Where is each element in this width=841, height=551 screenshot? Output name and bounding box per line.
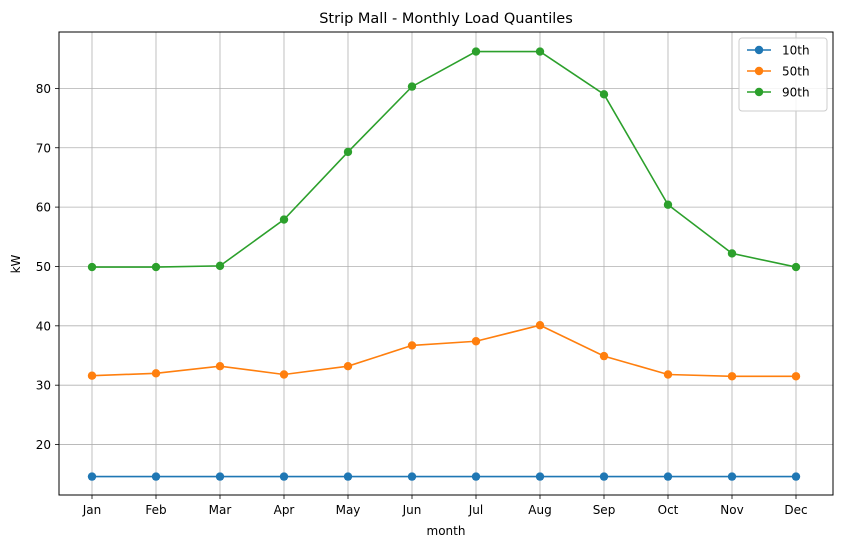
x-tick-label: Sep <box>593 503 616 517</box>
x-tick-label: May <box>336 503 361 517</box>
data-point-90th <box>151 262 161 272</box>
data-point-50th <box>791 372 801 381</box>
x-tick-label: Jun <box>402 503 422 517</box>
data-point-90th <box>215 261 225 271</box>
legend: 10th 50th 90th <box>738 37 828 112</box>
data-point-50th <box>87 371 97 380</box>
data-point-90th <box>535 47 545 56</box>
data-point-90th <box>791 262 801 272</box>
legend-label: 90th <box>782 86 810 100</box>
data-point-90th <box>471 47 481 56</box>
data-point-10th <box>791 472 801 481</box>
y-tick-label: 60 <box>36 201 51 215</box>
data-point-10th <box>407 472 417 481</box>
data-point-90th <box>599 90 609 99</box>
series-layer <box>87 47 801 481</box>
grid-layer <box>59 32 833 495</box>
data-point-10th <box>279 472 289 481</box>
chart-title: Strip Mall - Monthly Load Quantiles <box>319 11 573 27</box>
data-point-90th <box>343 147 353 157</box>
data-point-10th <box>535 472 545 481</box>
data-point-50th <box>535 321 545 330</box>
x-tick-label: Oct <box>658 503 679 517</box>
series-line-50th <box>91 324 796 378</box>
y-axis-label: kW <box>9 254 23 273</box>
data-point-10th <box>663 472 673 481</box>
data-point-50th <box>471 337 481 346</box>
data-point-90th <box>407 82 417 91</box>
y-tick-label: 70 <box>36 141 51 155</box>
ticks-layer: Jan Feb Mar Apr May Jun Jul Aug Sep Oct Nov Dec 20 30… <box>36 82 808 517</box>
y-tick-label: 30 <box>36 379 51 393</box>
x-axis-label: month <box>427 524 466 538</box>
x-tick-label: Jul <box>468 503 483 517</box>
data-point-90th <box>87 262 97 272</box>
data-point-10th <box>471 472 481 481</box>
legend-marker <box>754 87 764 97</box>
y-tick-label: 50 <box>36 260 51 274</box>
x-tick-label: Dec <box>784 503 807 517</box>
data-point-10th <box>151 472 161 481</box>
x-tick-label: Apr <box>274 503 295 517</box>
data-point-50th <box>151 369 161 378</box>
y-tick-label: 40 <box>36 319 51 333</box>
x-tick-label: Feb <box>145 503 166 517</box>
x-tick-label: Jan <box>82 503 102 517</box>
data-point-10th <box>727 472 737 481</box>
data-point-50th <box>599 351 609 361</box>
plot-frame <box>58 31 834 496</box>
data-point-50th <box>727 372 737 381</box>
data-point-90th <box>279 215 289 224</box>
y-tick-label: 80 <box>36 82 51 96</box>
series-line-90th <box>92 50 797 268</box>
data-point-50th <box>343 361 353 371</box>
data-point-50th <box>663 370 673 379</box>
data-point-10th <box>87 472 97 481</box>
data-point-50th <box>279 370 289 379</box>
x-tick-label: Nov <box>720 503 743 517</box>
data-point-10th <box>599 472 609 481</box>
x-tick-label: Mar <box>209 503 232 517</box>
data-point-10th <box>343 472 353 481</box>
data-point-10th <box>215 472 225 481</box>
data-point-50th <box>407 341 417 350</box>
legend-label: 50th <box>782 65 810 79</box>
data-point-50th <box>215 361 225 371</box>
data-point-90th <box>663 200 673 209</box>
y-tick-label: 20 <box>36 438 51 452</box>
legend-label: 10th <box>782 44 810 58</box>
legend-marker <box>754 66 764 76</box>
data-point-90th <box>727 249 737 258</box>
x-tick-label: Aug <box>528 503 551 517</box>
legend-marker <box>754 45 764 55</box>
